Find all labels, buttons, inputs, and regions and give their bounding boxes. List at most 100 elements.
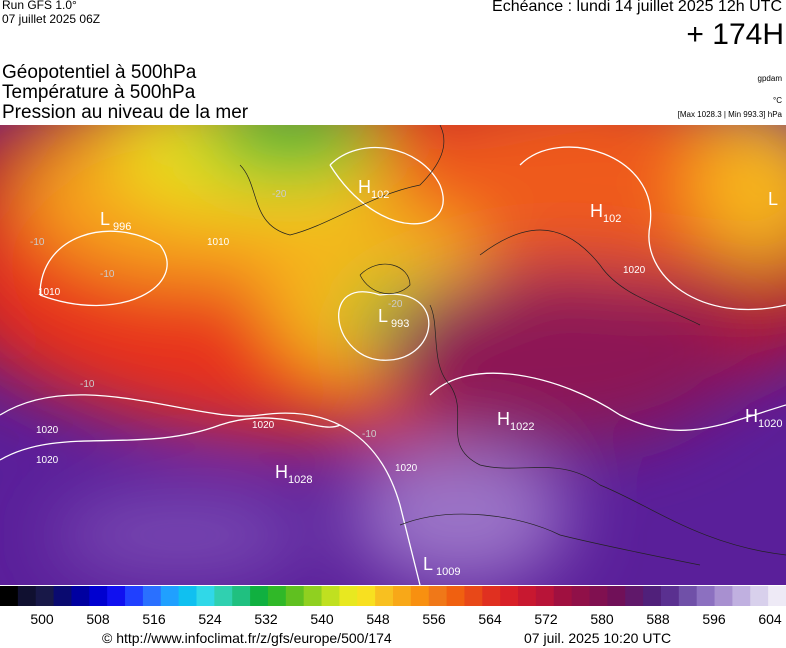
pressure-center-letter: H (275, 462, 288, 482)
colorbar-swatch (250, 586, 269, 606)
colorbar-swatch (17, 586, 37, 606)
unit-label: [Max 1028.3 | Min 993.3] hPa (677, 110, 782, 119)
pressure-center-letter: L (768, 189, 778, 209)
colorbar-swatch (53, 586, 72, 606)
contour-label: -10 (30, 237, 45, 248)
colorbar-swatch (232, 586, 251, 606)
colorbar: 500 508 516 524 532 540 548 556 564 572 580 588 596 6… (0, 586, 786, 626)
pressure-center-value: 1022 (510, 421, 534, 433)
colorbar-swatch (160, 586, 180, 606)
pressure-center-value: 996 (113, 221, 131, 233)
colorbar-swatch (375, 586, 394, 606)
contour-label: 1020 (252, 420, 275, 431)
isobars (0, 146, 786, 585)
colorbar-swatch (553, 586, 573, 606)
pressure-center-value: 1009 (436, 566, 460, 578)
colorbar-tick-label: 500 (30, 611, 54, 626)
colorbar-tick-label: 524 (198, 611, 222, 626)
colorbar-swatch (696, 586, 716, 606)
colorbar-swatch (535, 586, 555, 606)
colorbar-swatch (500, 586, 519, 606)
colorbar-swatch (410, 586, 430, 606)
colorbar-swatch (285, 586, 305, 606)
colorbar-swatch (142, 586, 162, 606)
pressure-center-value: 102 (371, 189, 389, 201)
pressure-center-letter: L (423, 554, 433, 574)
colorbar-tick-label: 556 (422, 611, 446, 626)
pressure-center-value: 1028 (288, 474, 312, 486)
unit-label: gpdam (757, 74, 782, 83)
colorbar-swatch (571, 586, 590, 606)
pressure-center-letter: L (100, 209, 110, 229)
colorbar-tick-label: 564 (478, 611, 502, 626)
colorbar-swatch (732, 586, 751, 606)
unit-label: °C (773, 96, 782, 105)
pressure-center-value: 1020 (758, 418, 782, 430)
colorbar-swatch (589, 586, 608, 606)
pressure-center-letter: H (497, 409, 510, 429)
field-label: Pression au niveau de la mer (2, 102, 249, 123)
lead-time: + 174H (686, 18, 784, 51)
colorbar-swatch (357, 586, 376, 606)
colorbar-swatch (518, 586, 537, 606)
colorbar-swatch (0, 586, 19, 606)
contour-label: 1020 (623, 265, 646, 276)
colorbar-tick-label: 532 (254, 611, 278, 626)
contour-label: -10 (362, 429, 377, 440)
colorbar-swatch (446, 586, 465, 606)
coastlines (239, 125, 786, 566)
colorbar-swatch (267, 586, 287, 606)
colorbar-tick-label: 540 (310, 611, 334, 626)
contour-label: 1020 (36, 425, 59, 436)
run-label: Run GFS 1.0° (2, 0, 77, 12)
colorbar-swatch (71, 586, 90, 606)
colorbar-swatch (482, 586, 501, 606)
colorbar-tick-label: 508 (86, 611, 110, 626)
colorbar-swatch (464, 586, 483, 606)
contour-label: 1010 (38, 287, 61, 298)
colorbar-tick-label: 588 (646, 611, 670, 626)
colorbar-tick-label: 596 (702, 611, 726, 626)
colorbar-tick-label: 516 (142, 611, 166, 626)
source-url: © http://www.infoclimat.fr/z/gfs/europe/… (102, 630, 392, 646)
colorbar-swatch (750, 586, 769, 606)
colorbar-tick-label: 548 (366, 611, 390, 626)
colorbar-swatch (643, 586, 662, 606)
run-date: 07 juillet 2025 06Z (2, 12, 101, 26)
colorbar-swatch (768, 586, 786, 606)
colorbar-swatch (393, 586, 412, 606)
colorbar-swatch (107, 586, 126, 606)
contour-label: 1010 (207, 237, 230, 248)
valid-time: Echéance : lundi 14 juillet 2025 12h UTC (492, 0, 782, 15)
pressure-center-value: 102 (603, 213, 621, 225)
pressure-center-letter: L (378, 306, 388, 326)
colorbar-swatch (321, 586, 340, 606)
colorbar-swatch (678, 586, 698, 606)
colorbar-swatch (660, 586, 680, 606)
temperature-field (0, 125, 786, 585)
contour-label: -10 (100, 269, 115, 280)
pressure-center-letter: H (590, 201, 603, 221)
colorbar-swatch (214, 586, 233, 606)
pressure-center-value: 993 (391, 318, 409, 330)
contour-label: -20 (272, 189, 287, 200)
contour-label: -20 (388, 299, 403, 310)
contour-label: -10 (80, 379, 95, 390)
contour-label: 1020 (36, 455, 59, 466)
colorbar-swatch (428, 586, 448, 606)
generated-time: 07 juil. 2025 10:20 UTC (524, 630, 672, 646)
field-label: Température à 500hPa (2, 82, 196, 103)
colorbar-tick-label: 580 (590, 611, 614, 626)
colorbar-tick-label: 604 (758, 611, 782, 626)
colorbar-swatch (303, 586, 323, 606)
pressure-center-letter: H (358, 177, 371, 197)
colorbar-swatch (196, 586, 215, 606)
field-label: Géopotentiel à 500hPa (2, 62, 197, 83)
colorbar-swatch (714, 586, 733, 606)
colorbar-swatch (178, 586, 197, 606)
pressure-center-letter: H (745, 406, 758, 426)
colorbar-swatch (125, 586, 144, 606)
colorbar-swatch (339, 586, 358, 606)
